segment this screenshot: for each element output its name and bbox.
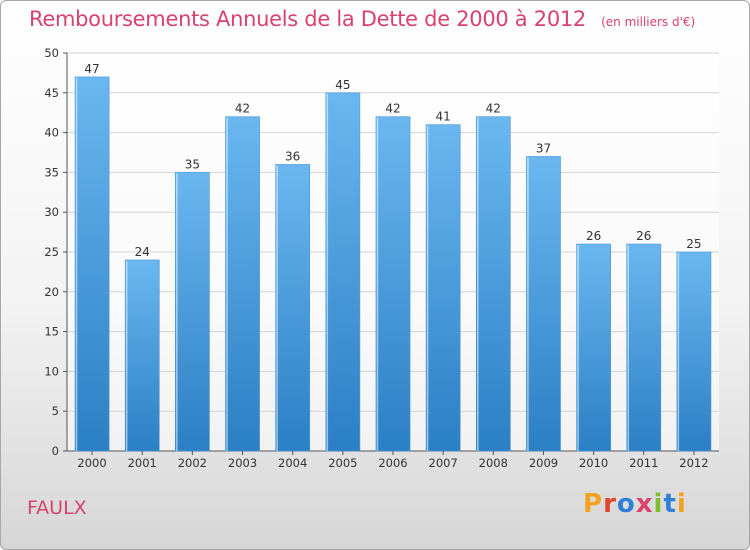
bar (225, 116, 260, 452)
x-tick-label: 2004 (278, 456, 307, 470)
y-tick-label: 30 (44, 205, 59, 219)
chart-title: Remboursements Annuels de la Dette de 20… (29, 7, 586, 31)
x-tick-label: 2010 (579, 456, 608, 470)
y-tick-label: 10 (44, 364, 59, 378)
y-tick-label: 35 (44, 165, 59, 179)
bar (175, 172, 210, 452)
bar (526, 156, 561, 452)
logo-letter: r (603, 489, 617, 519)
bar-value-label: 26 (586, 229, 601, 243)
bar-value-label: 37 (536, 141, 551, 155)
x-tick-label: 2003 (228, 456, 257, 470)
bar (375, 116, 411, 452)
y-tick-label: 25 (44, 245, 59, 259)
bar (576, 243, 611, 452)
logo-letter: t (663, 489, 677, 519)
x-tick-label: 2007 (429, 456, 458, 470)
x-tick-label: 2002 (178, 456, 207, 470)
logo-letter: i (676, 489, 687, 519)
bar (425, 124, 461, 452)
bar (74, 76, 110, 452)
bar (325, 92, 361, 452)
y-tick-label: 50 (44, 46, 59, 60)
bar (676, 251, 712, 452)
bar-value-label: 47 (84, 62, 99, 76)
x-tick-label: 2012 (679, 456, 708, 470)
proxiti-logo: Proxiti (583, 489, 687, 519)
y-tick-label: 40 (44, 126, 59, 140)
x-tick-label: 2005 (328, 456, 357, 470)
y-tick-label: 45 (44, 86, 59, 100)
y-tick-label: 15 (44, 325, 59, 339)
x-tick-label: 2006 (378, 456, 407, 470)
bar-value-label: 42 (385, 102, 400, 116)
y-tick-label: 20 (44, 285, 59, 299)
y-tick-label: 5 (52, 404, 59, 418)
x-tick-label: 2011 (629, 456, 658, 470)
bar-value-label: 45 (335, 78, 350, 92)
bar-value-label: 42 (486, 102, 501, 116)
bar (475, 116, 511, 452)
chart-unit: (en milliers d'€) (601, 15, 696, 29)
x-tick-label: 2009 (529, 456, 558, 470)
bar-value-label: 42 (235, 102, 250, 116)
bar-value-label: 36 (285, 149, 300, 163)
logo-letter: P (583, 489, 604, 519)
x-tick-label: 2000 (77, 456, 106, 470)
commune-name: FAULX (27, 497, 87, 519)
bar-value-label: 35 (185, 157, 200, 171)
bar-value-label: 41 (436, 110, 451, 124)
bar-value-label: 26 (636, 229, 651, 243)
title-row: Remboursements Annuels de la Dette de 20… (29, 7, 695, 31)
logo-letter: x (635, 489, 654, 519)
bar-value-label: 24 (135, 245, 150, 259)
x-tick-label: 2001 (128, 456, 157, 470)
logo-letter: o (616, 489, 636, 519)
x-tick-label: 2008 (479, 456, 508, 470)
bar (626, 243, 662, 452)
logo-letter: i (653, 489, 664, 519)
bar-value-label: 25 (686, 237, 701, 251)
plot-area: 0 5 10 15 20 25 30 35 40 45 50 47 2000 24 2001 35 2002 42… (44, 46, 719, 470)
bar (124, 259, 160, 452)
bar (275, 164, 311, 452)
y-tick-label: 0 (52, 444, 59, 458)
